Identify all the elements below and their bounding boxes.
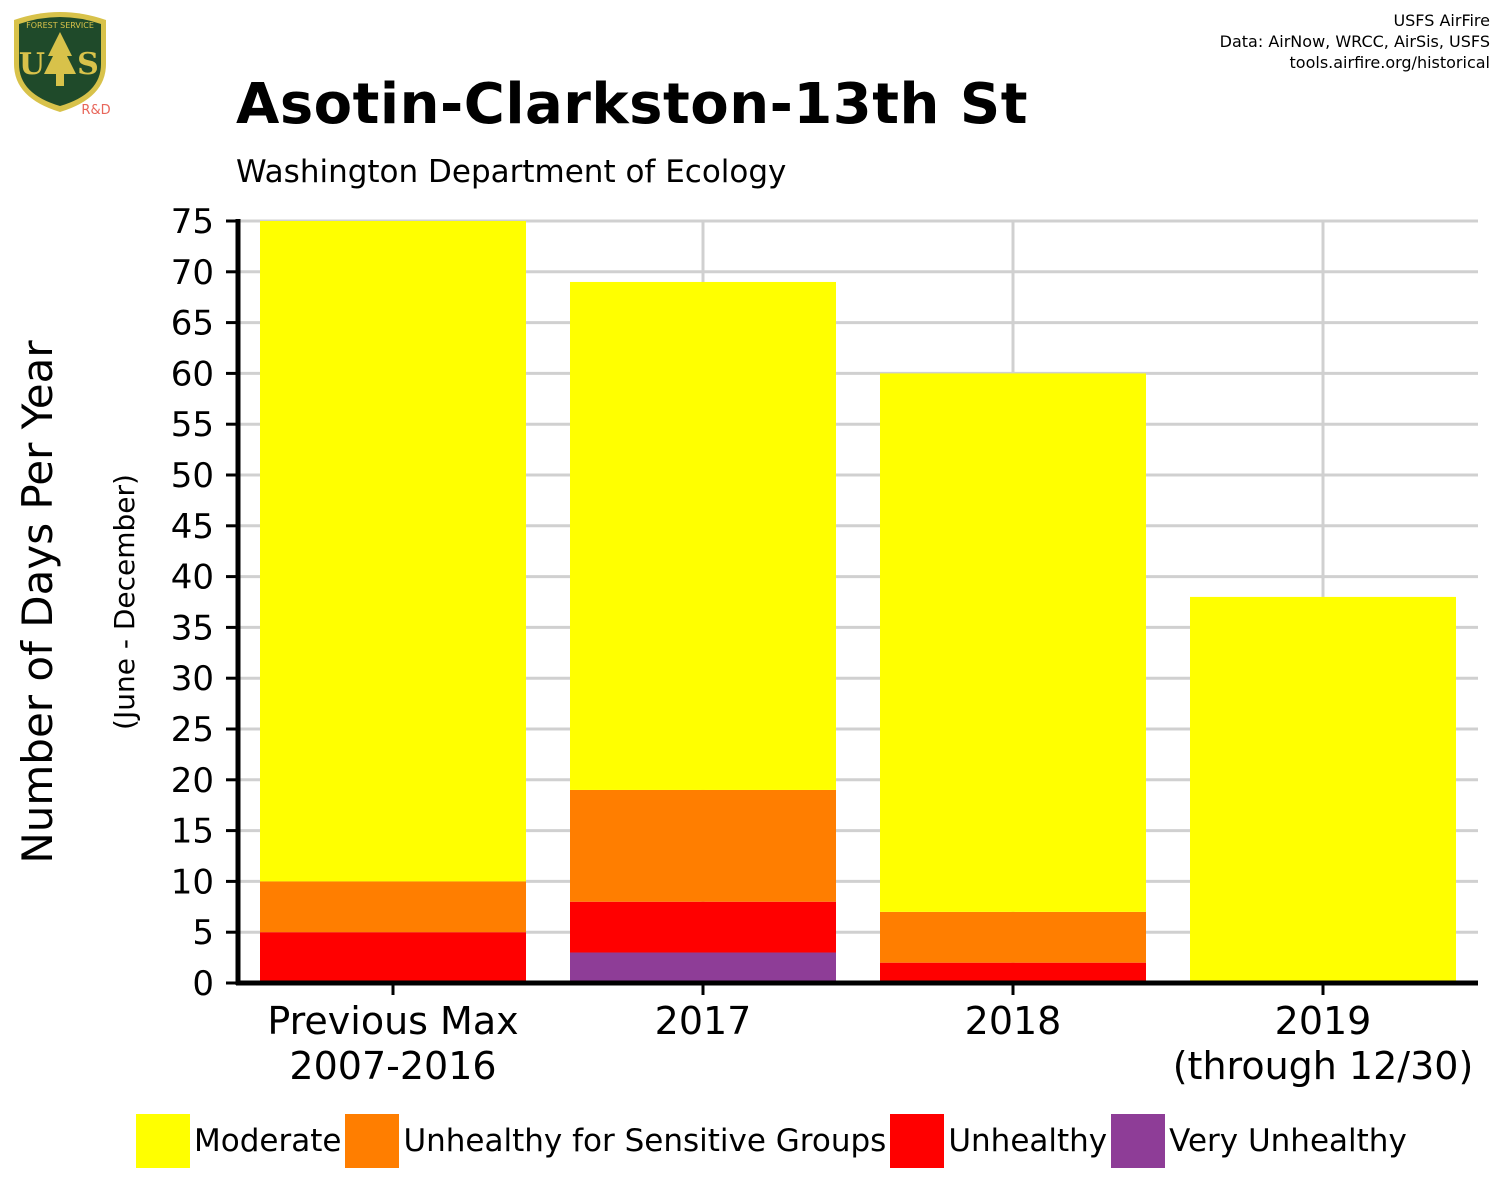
y-tick-label: 10 (171, 862, 214, 902)
legend-label: Very Unhealthy (1169, 1123, 1407, 1159)
legend-item: Unhealthy for Sensitive Groups (345, 1114, 886, 1168)
credit-line-2: Data: AirNow, WRCC, AirSis, USFS (1219, 32, 1490, 51)
credit-line-1: USFS AirFire (1393, 11, 1490, 30)
legend-swatch (345, 1114, 400, 1168)
bar-segment (570, 281, 836, 790)
y-tick-label: 45 (171, 507, 214, 547)
bar-segment (570, 901, 836, 953)
y-tick-label: 30 (171, 659, 214, 699)
y-tick-label: 40 (171, 558, 214, 598)
y-tick-label: 75 (171, 202, 214, 242)
legend-label: Unhealthy for Sensitive Groups (403, 1123, 887, 1159)
legend-swatch (1111, 1114, 1166, 1168)
chart-subtitle: Washington Department of Ecology (236, 154, 787, 190)
legend-item: Moderate (136, 1114, 341, 1168)
chart-legend: Moderate Unhealthy for Sensitive Groups Un… (136, 1114, 1411, 1168)
y-tick-label: 0 (192, 964, 214, 1004)
forest-service-logo: U S FOREST SERVICE R&D (14, 12, 111, 118)
x-tick-label: 2017 (655, 999, 752, 1043)
x-tick-label: Previous Max (267, 999, 518, 1043)
legend-swatch (136, 1114, 190, 1168)
legend-item: Very Unhealthy (1111, 1114, 1407, 1168)
legend-swatch (890, 1114, 945, 1168)
bar-segment (260, 221, 526, 882)
y-tick-label: 35 (171, 608, 214, 648)
bar-segment (880, 911, 1146, 963)
x-tick-label: 2007-2016 (289, 1044, 496, 1088)
legend-label: Moderate (194, 1123, 342, 1159)
y-axis-label: Number of Days Per Year (13, 340, 62, 864)
y-tick-label: 50 (171, 456, 214, 496)
bar-segment (570, 789, 836, 902)
bar-segment (880, 962, 1146, 983)
svg-text:S: S (77, 47, 99, 82)
y-tick-label: 65 (171, 304, 214, 344)
x-tick-label: (through 12/30) (1173, 1044, 1474, 1088)
y-tick-label: 60 (171, 354, 214, 394)
y-tick-label: 25 (171, 710, 214, 750)
y-tick-label: 55 (171, 405, 214, 445)
bar-segment (260, 881, 526, 933)
bar-segment (570, 952, 836, 983)
legend-item: Unhealthy (890, 1114, 1107, 1168)
credits: USFS AirFire Data: AirNow, WRCC, AirSis,… (1220, 10, 1490, 73)
legend-label: Unhealthy (948, 1123, 1108, 1159)
y-tick-label: 70 (171, 253, 214, 293)
y-tick-label: 5 (192, 913, 214, 953)
x-tick-label: 2018 (965, 999, 1062, 1043)
svg-text:U: U (19, 47, 45, 82)
chart-title: Asotin-Clarkston-13th St (236, 72, 1029, 137)
y-tick-label: 15 (171, 812, 214, 852)
svg-text:FOREST SERVICE: FOREST SERVICE (26, 21, 94, 30)
credit-line-3: tools.airfire.org/historical (1289, 53, 1490, 72)
x-tick-label: 2019 (1275, 999, 1372, 1043)
y-axis-sublabel: (June - December) (108, 474, 141, 730)
bar-segment (260, 932, 526, 983)
y-tick-label: 20 (171, 761, 214, 801)
bar-segment (1190, 596, 1456, 983)
svg-text:R&D: R&D (81, 103, 110, 118)
bar-segment (880, 373, 1146, 912)
